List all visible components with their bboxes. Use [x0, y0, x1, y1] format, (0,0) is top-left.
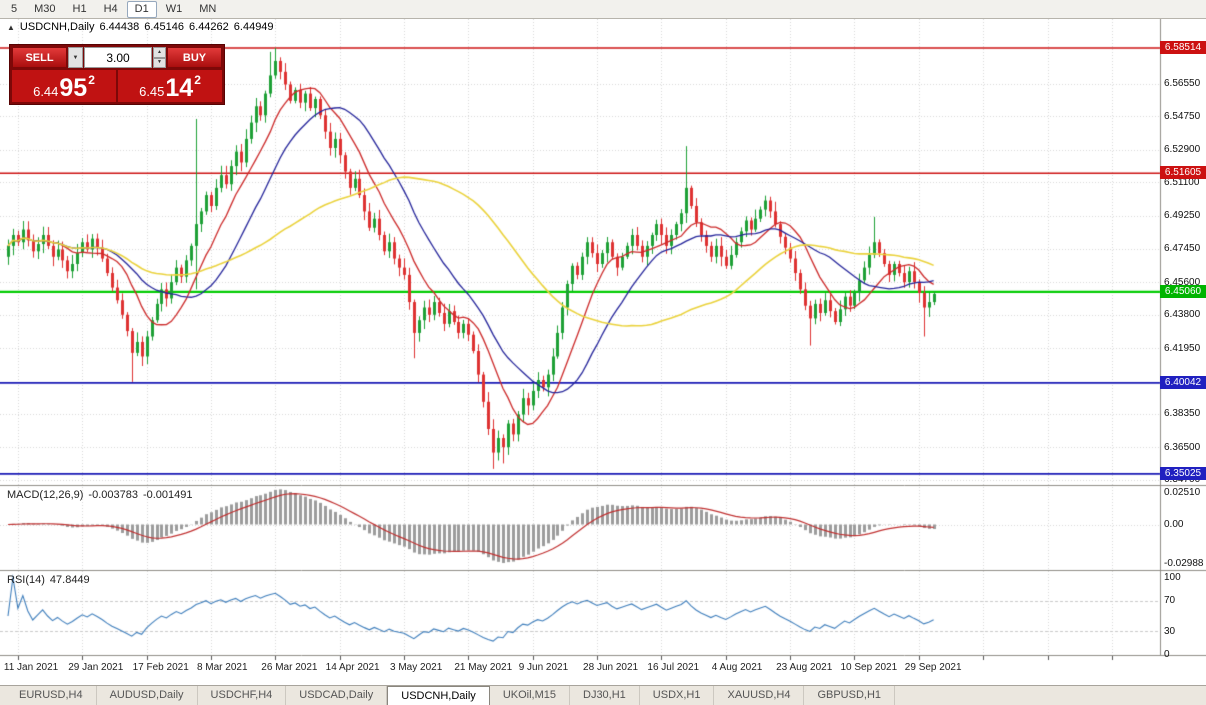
timeframe-button-h4[interactable]: H4: [103, 2, 118, 15]
date-label: 21 May 2021: [454, 662, 513, 673]
price-badge-6.58514: 6.58514: [1160, 41, 1206, 54]
symbol-label: USDCNH,Daily: [19, 21, 95, 33]
spin-down-icon: ▼: [157, 59, 162, 66]
date-label: 16 Jul 2021: [647, 662, 700, 673]
buy-button[interactable]: BUY: [167, 47, 222, 68]
rsi-axis-label: 30: [1164, 625, 1176, 637]
volume-dropdown-button[interactable]: ▼: [68, 47, 83, 68]
price-axis-label: 6.51100: [1164, 176, 1200, 188]
volume-stepper: ▲ ▼: [153, 47, 166, 68]
price-axis-label: 6.47450: [1164, 243, 1201, 255]
macd-axis-label: 0.00: [1164, 519, 1184, 530]
ask-main: 6.45: [139, 84, 165, 99]
price-badge-6.35025: 6.35025: [1160, 466, 1206, 480]
chart-ohlc-header: ▲ USDCNH,Daily 6.44438 6.45146 6.44262 6.4494…: [7, 21, 279, 33]
volume-up-button[interactable]: ▲: [153, 47, 166, 58]
ask-pipette: 2: [194, 73, 201, 87]
tab-eurusd-h4[interactable]: EURUSD,H4: [6, 686, 97, 705]
tab-dj30-h1[interactable]: DJ30,H1: [570, 686, 640, 705]
price-badge-6.51605: 6.51605: [1160, 166, 1206, 180]
spin-up-icon: ▲: [157, 48, 162, 55]
price-axis-label: 6.41950: [1164, 342, 1201, 354]
date-label: 29 Sep 2021: [904, 662, 962, 673]
date-label: 3 May 2021: [390, 662, 443, 673]
tab-usdchf-h4[interactable]: USDCHF,H4: [198, 686, 287, 705]
collapse-icon[interactable]: ▲: [7, 23, 15, 32]
price-axis-label: 6.43800: [1164, 309, 1201, 321]
date-label: 26 Mar 2021: [261, 662, 318, 673]
price-axis-label: 6.54750: [1164, 110, 1201, 122]
one-click-trading-panel: SELL ▼ ▲ ▼ BUY 6.44 95 2 6.45 14 2: [9, 44, 225, 105]
rsi-axis-label: 0: [1164, 649, 1170, 660]
date-label: 4 Aug 2021: [711, 662, 763, 673]
bid-pipette: 2: [88, 73, 95, 87]
date-label: 29 Jan 2021: [68, 662, 124, 673]
date-label: 23 Aug 2021: [776, 662, 833, 673]
high-value: 6.45146: [144, 21, 185, 33]
timeframe-button-h1[interactable]: H1: [72, 2, 87, 15]
tab-audusd-daily[interactable]: AUDUSD,Daily: [97, 686, 198, 705]
date-label: 28 Jun 2021: [583, 662, 639, 673]
date-label: 11 Jan 2021: [3, 662, 59, 673]
rsi-title: RSI(14): [7, 574, 45, 586]
ask-pips: 14: [165, 74, 194, 103]
sell-button[interactable]: SELL: [12, 47, 67, 68]
dropdown-icon: ▼: [72, 54, 79, 61]
price-axis-label: 6.52900: [1164, 144, 1201, 156]
tab-usdcnh-daily[interactable]: USDCNH,Daily: [387, 686, 490, 705]
tab-gbpusd-h1[interactable]: GBPUSD,H1: [804, 686, 896, 705]
price-axis-label: 6.49250: [1164, 210, 1201, 222]
price-axis-label: 6.45600: [1164, 276, 1201, 288]
rsi-indicator-header: RSI(14) 47.8449: [7, 574, 95, 586]
date-label: 9 Jun 2021: [518, 662, 569, 673]
rsi-axis-label: 100: [1164, 572, 1181, 583]
volume-input[interactable]: [84, 47, 152, 68]
bid-price[interactable]: 6.44 95 2: [12, 70, 116, 102]
tab-ukoil-m15[interactable]: UKOil,M15: [490, 686, 570, 705]
low-value: 6.44262: [189, 21, 229, 33]
price-axis-label: 6.36500: [1164, 441, 1201, 453]
timeframe-button-5[interactable]: 5: [11, 2, 18, 15]
date-label: 10 Sep 2021: [840, 662, 898, 673]
timeframe-button-d1[interactable]: D1: [126, 0, 157, 18]
macd-indicator-header: MACD(12,26,9) -0.003783 -0.001491: [7, 489, 198, 501]
bid-pips: 95: [59, 74, 88, 103]
macd-axis-label: -0.02988: [1164, 557, 1204, 569]
date-label: 8 Mar 2021: [196, 662, 248, 673]
macd-value-2: -0.001491: [142, 489, 193, 501]
timeframe-button-m30[interactable]: M30: [34, 2, 56, 15]
price-axis-label: 6.56550: [1164, 78, 1201, 90]
timeframe-button-w1[interactable]: W1: [165, 2, 183, 15]
date-label: 17 Feb 2021: [132, 662, 189, 673]
timeframe-button-mn[interactable]: MN: [199, 2, 217, 15]
chart-tabs-bar: EURUSD,H4 AUDUSD,Daily USDCHF,H4 USDCAD,Dai…: [0, 685, 1206, 705]
price-badge-6.40042: 6.40042: [1160, 375, 1206, 389]
date-label: 14 Apr 2021: [325, 662, 380, 673]
tab-xauusd-h4[interactable]: XAUUSD,H4: [714, 686, 805, 705]
rsi-value: 47.8449: [49, 574, 90, 586]
price-axis-label: 6.38350: [1164, 408, 1201, 420]
open-value: 6.44438: [99, 21, 140, 33]
macd-value-1: -0.003783: [88, 489, 138, 501]
volume-down-button[interactable]: ▼: [153, 57, 166, 68]
rsi-axis-label: 70: [1164, 595, 1176, 607]
close-value: 6.44949: [233, 21, 274, 33]
tab-usdcad-daily[interactable]: USDCAD,Daily: [286, 686, 388, 705]
ask-price[interactable]: 6.45 14 2: [118, 70, 222, 102]
timeframe-toolbar: 5 M30 H1 H4 D1 W1 MN: [0, 0, 1206, 19]
price-badge-6.45060: 6.45060: [1160, 284, 1206, 298]
tab-usdx-h1[interactable]: USDX,H1: [640, 686, 715, 705]
macd-axis-label: 0.02510: [1164, 486, 1201, 498]
macd-title: MACD(12,26,9): [7, 489, 84, 501]
bid-main: 6.44: [33, 84, 59, 99]
